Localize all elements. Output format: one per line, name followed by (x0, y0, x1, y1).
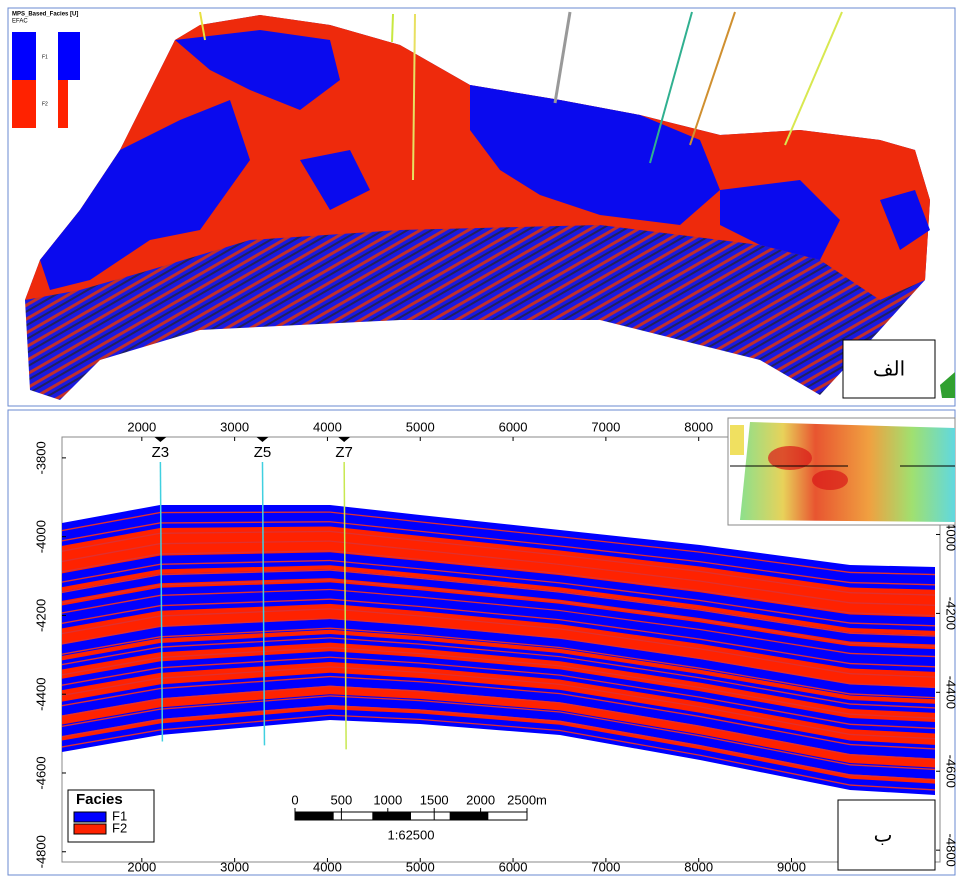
well-path (159, 461, 164, 742)
well-name: Z5 (254, 444, 272, 461)
y2-tick-label: -4400 (944, 676, 958, 709)
y-tick-label: -4400 (33, 678, 48, 711)
y-tick-label: -4600 (33, 756, 48, 789)
y2-tick-label: -4600 (944, 755, 958, 788)
well-path (343, 461, 347, 750)
x-tick-label: 6000 (499, 419, 528, 434)
well-marker (256, 437, 269, 442)
scale-tick-label: 2500m (507, 792, 547, 807)
x-tick-label: 3000 (220, 419, 249, 434)
legend-title: MPS_Based_Facies [U] (12, 12, 78, 18)
legend-item: F2 (42, 101, 48, 107)
x-tick-label: 2000 (127, 859, 156, 874)
y-tick-label: -4000 (33, 520, 48, 553)
facies-band (62, 629, 935, 704)
well-name: Z3 (152, 444, 170, 461)
x-tick-label: 3000 (220, 859, 249, 874)
x-tick-label: 8000 (684, 419, 713, 434)
legend-swatch (73, 823, 107, 835)
legend-item: F2 (112, 820, 127, 835)
legend-swatch (12, 80, 36, 128)
facies-band (62, 565, 935, 636)
facies-band (62, 704, 935, 784)
scale-tick-label: 500 (331, 792, 353, 807)
x-tick-label: 5000 (406, 859, 435, 874)
x-tick-label: 4000 (313, 419, 342, 434)
x-tick-label: 7000 (591, 859, 620, 874)
facies-band (62, 578, 935, 650)
well-marker (338, 437, 351, 442)
legend-swatch (12, 32, 36, 80)
y-tick-label: -4200 (33, 599, 48, 632)
x-tick-label: 4000 (313, 859, 342, 874)
scale-tick-label: 0 (291, 792, 298, 807)
legend-title: Facies (76, 791, 123, 808)
scale-ratio: 1:62500 (388, 827, 435, 842)
y2-tick-label: -4800 (944, 834, 958, 867)
x-tick-label: 9000 (777, 859, 806, 874)
legend-subtitle: EFAC (12, 19, 28, 25)
facies-band (62, 627, 935, 699)
3d-model (25, 11, 955, 400)
legend-swatch (58, 32, 80, 80)
legend-swatch (73, 811, 107, 823)
x-tick-label: 5000 (406, 419, 435, 434)
scale-segment (449, 812, 489, 820)
legend-item: F1 (42, 54, 48, 60)
panel-label: ب (874, 823, 893, 847)
well-path (261, 461, 266, 746)
scale-tick-label: 2000 (466, 792, 495, 807)
facies-band (62, 603, 935, 688)
y2-tick-label: -4000 (944, 518, 958, 551)
scale-segment (372, 812, 411, 820)
facies-band (62, 526, 935, 618)
y2-tick-label: -4200 (944, 597, 958, 630)
inset-map (727, 417, 956, 526)
y-tick-label: -4800 (33, 835, 48, 868)
facies-band (62, 569, 935, 637)
scale-bar: 0 500 1000 1500 2000 2500m (291, 792, 547, 821)
legend-swatch (58, 80, 68, 128)
axes: 2000200030003000400040005000500060006000… (33, 419, 958, 874)
facies-band (62, 685, 935, 768)
facies-band (62, 559, 935, 627)
well-marker (154, 437, 167, 442)
facies-section (62, 505, 935, 795)
x-tick-label: 8000 (684, 859, 713, 874)
x-tick-label: 7000 (591, 419, 620, 434)
panel-label: الف (873, 357, 905, 381)
label-box (842, 339, 936, 399)
label-box (837, 799, 936, 871)
scale-segment (295, 812, 334, 820)
y-tick-label: -3800 (33, 441, 48, 474)
legend-item: F1 (112, 808, 127, 823)
well-name: Z7 (335, 444, 353, 461)
x-tick-label: 6000 (499, 859, 528, 874)
facies-band (62, 637, 935, 709)
scale-tick-label: 1000 (373, 792, 402, 807)
x-tick-label: 2000 (127, 419, 156, 434)
scale-tick-label: 1500 (420, 792, 449, 807)
